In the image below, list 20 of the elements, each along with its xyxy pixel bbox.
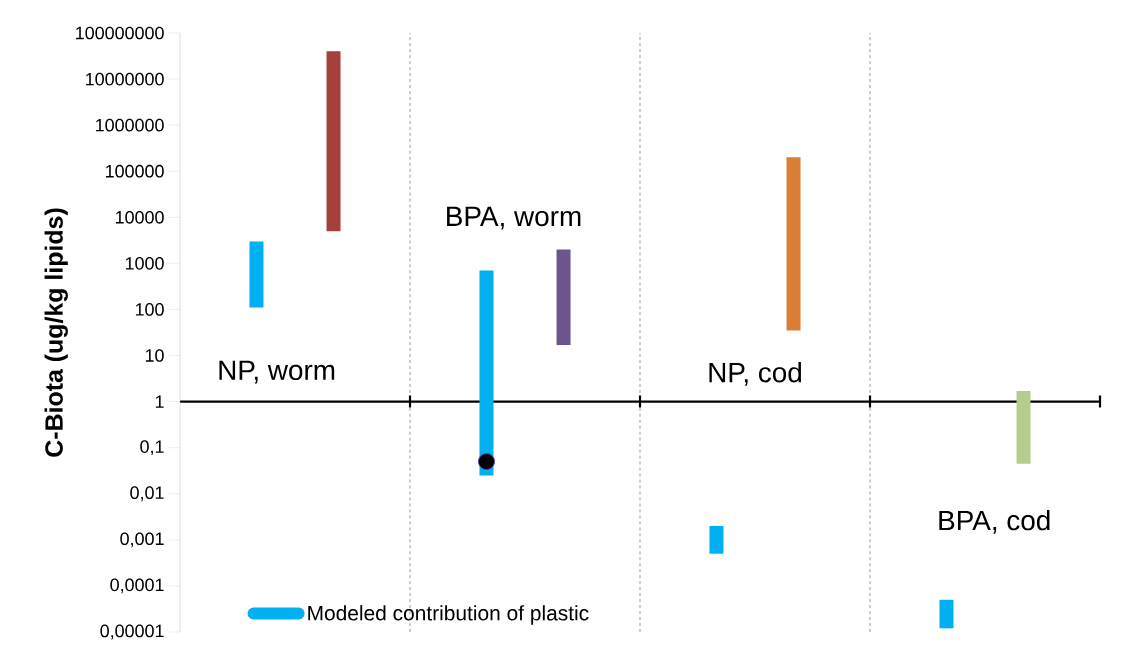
x-tick-label: BPA, cod [939, 509, 1050, 534]
y-axis-title: C-Biota (ug/kg lipids) [44, 208, 68, 457]
y-tick-label: 0,001 [120, 532, 164, 548]
y-tick-label: 1000 [125, 257, 164, 270]
x-tick-label: BPA, worm [447, 206, 581, 230]
y-tick-label: 10000 [115, 210, 164, 224]
y-tick-label: 100 [135, 303, 164, 316]
legend-label: Modeled contribution of plastic [308, 605, 589, 625]
y-tick-label: 10000000 [86, 72, 164, 86]
x-tick-label: NP, cod [709, 361, 801, 386]
y-tick-label: 100000000 [76, 26, 164, 40]
y-tick-label: 0,00001 [100, 624, 164, 640]
y-tick-label: 0,1 [140, 440, 164, 456]
y-tick-label: 1000000 [96, 118, 164, 132]
y-tick-label: 10 [145, 349, 164, 362]
y-tick-label: 0,0001 [110, 578, 164, 594]
y-tick-label: 1 [155, 395, 164, 408]
y-tick-label: 100000 [106, 164, 164, 178]
y-tick-label: 0,01 [130, 486, 164, 502]
x-tick-label: NP, worm [219, 360, 335, 384]
